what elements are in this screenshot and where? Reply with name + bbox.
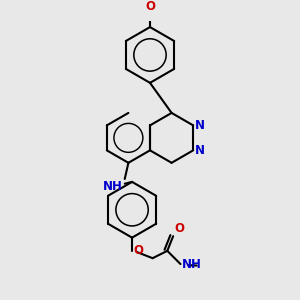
Text: O: O bbox=[145, 0, 155, 13]
Text: NH: NH bbox=[182, 258, 202, 271]
Text: O: O bbox=[174, 222, 184, 235]
Text: N: N bbox=[194, 144, 204, 157]
Text: O: O bbox=[133, 244, 143, 257]
Text: N: N bbox=[194, 119, 204, 132]
Text: NH: NH bbox=[103, 180, 122, 193]
